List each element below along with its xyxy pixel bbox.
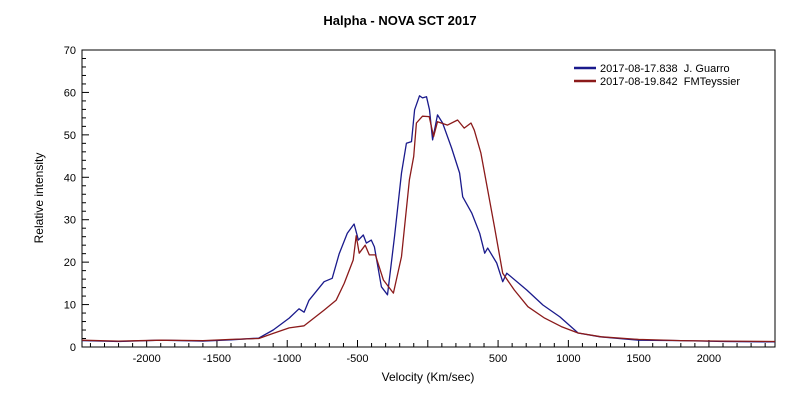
y-tick-label: 60 — [64, 87, 76, 99]
series-lines — [81, 95, 776, 343]
chart-title: Halpha - NOVA SCT 2017 — [323, 13, 476, 28]
y-tick-label: 0 — [70, 342, 76, 354]
x-tick-label: -500 — [346, 353, 368, 365]
legend-label: 2017-08-19.842 FMTeyssier — [600, 76, 740, 88]
x-tick-label: 1000 — [556, 353, 580, 365]
x-tick-label: 1500 — [626, 353, 650, 365]
y-tick-label: 10 — [64, 300, 76, 312]
axis-ticks: -2000 -1500 -1000 -500 500 1000 1500 2000 0 10 20 3… — [64, 45, 766, 365]
y-tick-label: 50 — [64, 130, 76, 142]
x-tick-label: 500 — [489, 353, 507, 365]
y-tick-label: 70 — [64, 45, 76, 57]
series-line-1 — [81, 115, 776, 343]
legend-label: 2017-08-17.838 J. Guarro — [600, 63, 730, 75]
y-tick-label: 20 — [64, 257, 76, 269]
series-line-0 — [81, 95, 776, 343]
y-tick-label: 40 — [64, 172, 76, 184]
x-tick-label: -1500 — [203, 353, 231, 365]
y-tick-label: 30 — [64, 215, 76, 227]
y-axis-label: Relative intensity — [32, 153, 46, 244]
x-tick-label: -2000 — [133, 353, 161, 365]
plot-frame — [81, 49, 776, 348]
x-tick-label: -1000 — [273, 353, 301, 365]
x-axis-label: Velocity (Km/sec) — [382, 370, 475, 384]
x-tick-label: 2000 — [697, 353, 721, 365]
